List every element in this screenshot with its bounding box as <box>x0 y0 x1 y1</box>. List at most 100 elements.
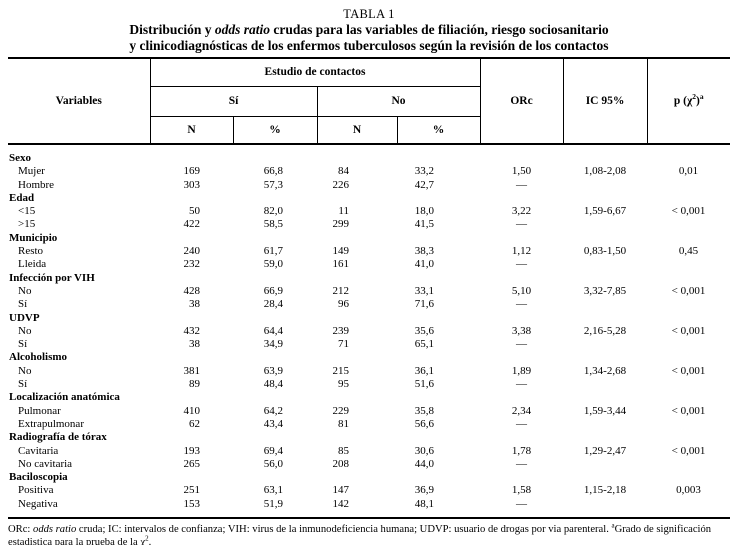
cell-si-pct <box>233 312 317 325</box>
column-subheader-yes: Sí <box>150 86 317 117</box>
table-row: Cavitaria 193 69,4 85 30,6 1,78 1,29-2,4… <box>8 445 730 458</box>
cell-no-pct: 36,9 <box>414 484 435 497</box>
cell-orc: — <box>516 457 528 470</box>
cell-p <box>647 298 730 311</box>
cell-si-pct: 69,4 <box>263 444 283 457</box>
cell-si-pct <box>233 431 317 444</box>
table-number: TABLA 1 <box>343 7 395 21</box>
table-row: Resto 240 61,7 149 38,3 1,12 0,83-1,50 0… <box>8 245 730 258</box>
row-label: UDVP <box>9 311 40 324</box>
row-label: Negativa <box>18 497 58 510</box>
cell-no-pct: 41,5 <box>414 218 435 231</box>
cell-no-pct: 71,6 <box>414 298 435 311</box>
table-row: UDVP <box>8 312 730 325</box>
cell-si-pct <box>233 471 317 484</box>
table-row: Negativa 153 51,9 142 48,1 — <box>8 498 730 518</box>
column-header-variables: Variables <box>8 57 151 145</box>
cell-ci <box>563 418 647 431</box>
footnote-text-significance: Grado de significación estadistica para … <box>8 524 712 545</box>
table-row: No 428 66,9 212 33,1 5,10 3,32-7,85 < 0,… <box>8 285 730 298</box>
row-label: No <box>18 284 32 297</box>
cell-si-n: 265 <box>183 457 201 470</box>
column-header-ci95: IC 95% <box>562 57 648 145</box>
cell-orc <box>480 232 563 245</box>
cell-no-pct <box>397 192 480 205</box>
table-row: Radiografía de tórax <box>8 431 730 444</box>
cell-ci <box>563 458 647 471</box>
cell-p: < 0,001 <box>671 324 706 337</box>
cell-orc: 2,34 <box>511 404 532 417</box>
cell-si-pct: 66,8 <box>263 165 283 178</box>
cell-p: < 0,001 <box>671 364 706 377</box>
cell-si-pct: 34,9 <box>263 338 283 351</box>
cell-si-pct: 48,4 <box>263 378 283 391</box>
p-label-close: ) <box>696 95 700 107</box>
cell-no-pct <box>397 312 480 325</box>
cell-no-pct: 41,0 <box>414 258 435 271</box>
cell-p <box>647 431 730 444</box>
cell-p <box>647 418 730 431</box>
cell-p <box>647 338 730 351</box>
cell-no-n <box>317 192 397 205</box>
row-label: No <box>18 364 32 377</box>
cell-ci <box>563 144 647 165</box>
cell-ci: 2,16-5,28 <box>583 324 627 337</box>
cell-no-pct: 35,8 <box>414 404 435 417</box>
cell-p <box>647 272 730 285</box>
cell-p <box>647 258 730 271</box>
cell-si-n: 38 <box>189 338 200 351</box>
cell-no-pct: 56,6 <box>414 417 435 430</box>
cell-si-n: 193 <box>183 444 201 457</box>
cell-si-n: 169 <box>183 165 201 178</box>
cell-orc <box>480 272 563 285</box>
table-row: Extrapulmonar 62 43,4 81 56,6 — <box>8 418 730 431</box>
column-subheader-no: No <box>316 86 481 117</box>
cell-si-n <box>150 351 233 364</box>
cell-no-pct <box>397 144 480 165</box>
table-row: Hombre 303 57,3 226 42,7 — <box>8 179 730 192</box>
cell-p <box>647 391 730 404</box>
table-row: Baciloscopia <box>8 471 730 484</box>
row-label: Lleida <box>18 258 47 271</box>
cell-p <box>647 351 730 364</box>
cell-p: 0,45 <box>678 245 699 258</box>
cell-p <box>647 232 730 245</box>
cell-orc: 1,58 <box>511 484 532 497</box>
title-text-cont: crudas para las variables de filiación, … <box>270 22 609 37</box>
cell-p <box>647 498 730 518</box>
title-text: Distribución y <box>129 22 215 37</box>
cell-si-n: 432 <box>183 324 201 337</box>
cell-p: < 0,001 <box>671 205 706 218</box>
cell-no-pct <box>397 232 480 245</box>
cell-orc: — <box>516 258 528 271</box>
cell-orc: — <box>516 378 528 391</box>
cell-no-n <box>317 471 397 484</box>
cell-si-pct: 66,9 <box>263 284 283 297</box>
cell-si-n <box>150 431 233 444</box>
table-row: Localización anatómica <box>8 391 730 404</box>
table-title-line1: Distribución y odds ratio crudas para la… <box>8 22 730 38</box>
cell-si-n <box>150 471 233 484</box>
row-label: Alcoholismo <box>9 351 68 364</box>
cell-no-pct: 42,7 <box>414 178 435 191</box>
cell-si-pct <box>233 192 317 205</box>
table-caption: TABLA 1 Distribución y odds ratio crudas… <box>8 7 730 54</box>
column-subheader-no-pct: % <box>396 116 481 145</box>
cell-si-pct <box>233 144 317 165</box>
row-label: Edad <box>9 191 35 204</box>
column-subheader-yes-n: N <box>150 116 233 145</box>
cell-si-n: 38 <box>189 298 200 311</box>
cell-si-pct: 64,2 <box>263 404 283 417</box>
table-row: Municipio <box>8 232 730 245</box>
row-label: Extrapulmonar <box>18 417 84 430</box>
cell-si-n: 422 <box>183 218 201 231</box>
cell-si-n: 428 <box>183 284 201 297</box>
cell-no-pct <box>397 272 480 285</box>
footnote-text-abbreviations: cruda; IC: intervalos de confianza; VIH:… <box>76 524 612 536</box>
cell-orc: 3,22 <box>511 205 532 218</box>
cell-orc <box>480 431 563 444</box>
column-header-orc: ORc <box>479 57 564 145</box>
cell-orc: — <box>516 417 528 430</box>
cell-no-n <box>317 391 397 404</box>
